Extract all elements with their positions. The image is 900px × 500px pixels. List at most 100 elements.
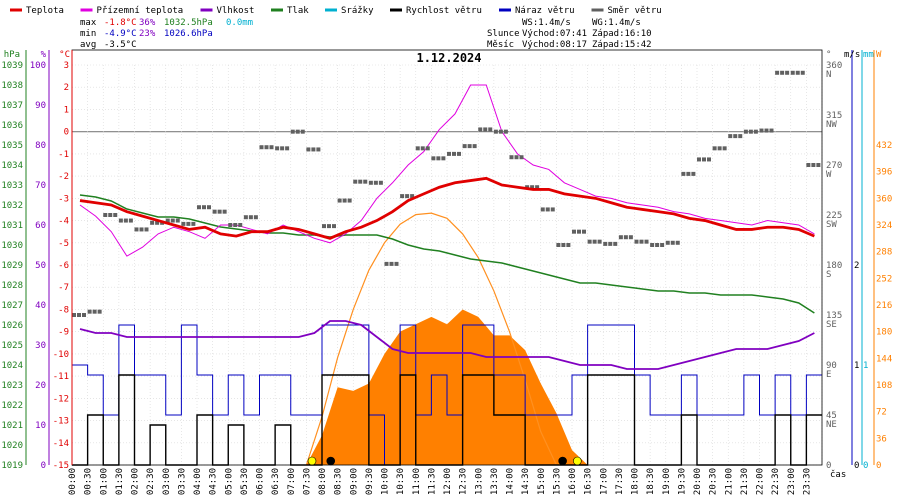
tick-pressure: 1035 xyxy=(1,141,23,151)
dir-point xyxy=(472,144,477,149)
tick-humidity: 80 xyxy=(35,141,46,151)
dir-point xyxy=(347,198,352,203)
tick-pressure: 1039 xyxy=(1,61,23,71)
tick-time: 13:00 xyxy=(474,468,484,495)
tick-solar: 216 xyxy=(876,301,892,311)
tick-rain: 1 xyxy=(863,361,868,371)
dir-point xyxy=(368,180,373,185)
dir-point xyxy=(790,70,795,75)
dir-point xyxy=(566,243,571,247)
dir-point xyxy=(322,224,326,229)
dir-point xyxy=(316,147,321,152)
stat-min-temp: -4.9°C xyxy=(104,29,137,39)
tick-time: 18:00 xyxy=(631,468,641,495)
axis-unit-wind: m/s xyxy=(844,50,860,60)
tick-time: 12:00 xyxy=(443,468,453,495)
dir-point xyxy=(592,239,597,244)
tick-time: 11:00 xyxy=(412,468,422,495)
tick-direction: 45 xyxy=(826,411,837,421)
dir-point xyxy=(311,147,316,152)
dir-point xyxy=(691,171,696,176)
dir-point xyxy=(233,223,238,227)
dir-point xyxy=(82,313,86,317)
tick-time: 10:00 xyxy=(381,468,391,495)
dir-point xyxy=(118,218,123,223)
dir-point xyxy=(175,218,180,223)
dir-point xyxy=(436,156,441,161)
tick-time: 01:30 xyxy=(115,468,125,495)
dir-point xyxy=(675,240,680,245)
dir-point xyxy=(332,224,336,229)
legend-label: Přízemní teplota xyxy=(97,6,184,16)
dir-point xyxy=(337,198,342,203)
tick-time: 09:00 xyxy=(349,468,359,495)
dir-point xyxy=(577,229,581,234)
dir-point xyxy=(650,243,655,247)
tick-temperature: -13 xyxy=(53,417,69,427)
dir-point xyxy=(103,213,108,217)
dir-point xyxy=(572,229,576,234)
dir-point xyxy=(394,261,399,266)
dir-point xyxy=(425,146,430,151)
tick-direction: 360 xyxy=(826,61,842,71)
dir-point xyxy=(514,155,519,160)
dir-point xyxy=(722,146,727,151)
tick-time: 07:30 xyxy=(302,468,312,495)
legend-label: Směr větru xyxy=(608,6,662,16)
tick-solar: 252 xyxy=(876,274,892,284)
dir-point xyxy=(530,185,535,190)
marker-sunrise xyxy=(307,456,317,466)
dir-point xyxy=(113,213,118,217)
tick-solar: 180 xyxy=(876,328,892,338)
dir-point xyxy=(467,144,472,149)
dir-point xyxy=(207,205,211,210)
dir-point xyxy=(618,235,623,240)
tick-time: 05:00 xyxy=(224,468,234,495)
tick-time: 00:30 xyxy=(84,468,94,495)
tick-time: 10:30 xyxy=(396,468,406,495)
dir-point xyxy=(373,180,378,185)
tick-pressure: 1024 xyxy=(1,361,23,371)
dir-point xyxy=(665,240,670,245)
dir-point xyxy=(660,243,665,247)
tick-time: 03:00 xyxy=(162,468,172,495)
dir-point xyxy=(634,239,639,244)
dir-point xyxy=(728,134,733,139)
dir-point xyxy=(775,70,780,75)
dir-point xyxy=(670,240,675,245)
dir-point xyxy=(540,207,545,212)
tick-humidity: 60 xyxy=(35,221,46,231)
dir-point xyxy=(478,127,483,132)
plot-area xyxy=(71,64,823,466)
dir-point xyxy=(389,261,394,266)
tick-direction: 270 xyxy=(826,161,842,171)
tick-direction: 180 xyxy=(826,261,842,271)
dir-point xyxy=(222,209,227,214)
dir-point xyxy=(123,218,128,223)
tick-solar: 360 xyxy=(876,194,892,204)
sun-rise: Východ:07:41 xyxy=(522,29,587,39)
tick-time: 11:30 xyxy=(427,468,437,495)
dir-point xyxy=(550,207,555,212)
tick-temperature: 3 xyxy=(64,61,69,71)
tick-time: 14:30 xyxy=(521,468,531,495)
tick-humidity: 0 xyxy=(41,461,46,471)
dir-point xyxy=(243,215,248,220)
tick-humidity: 20 xyxy=(35,381,46,391)
stat-max-rain: 0.0mm xyxy=(226,18,253,28)
dir-point xyxy=(623,235,628,240)
tick-time: 20:00 xyxy=(693,468,703,495)
dir-point xyxy=(87,309,92,314)
tick-humidity: 50 xyxy=(35,261,46,271)
dir-point xyxy=(280,146,285,151)
dir-point xyxy=(327,224,331,229)
tick-pressure: 1025 xyxy=(1,341,23,351)
tick-direction: 0 xyxy=(826,461,831,471)
dir-point xyxy=(785,70,790,75)
dir-point xyxy=(410,194,415,199)
tick-time: 23:30 xyxy=(802,468,812,495)
dir-point xyxy=(795,70,800,75)
tick-humidity: 70 xyxy=(35,181,46,191)
dir-point xyxy=(295,129,300,134)
tick-pressure: 1020 xyxy=(1,441,23,451)
